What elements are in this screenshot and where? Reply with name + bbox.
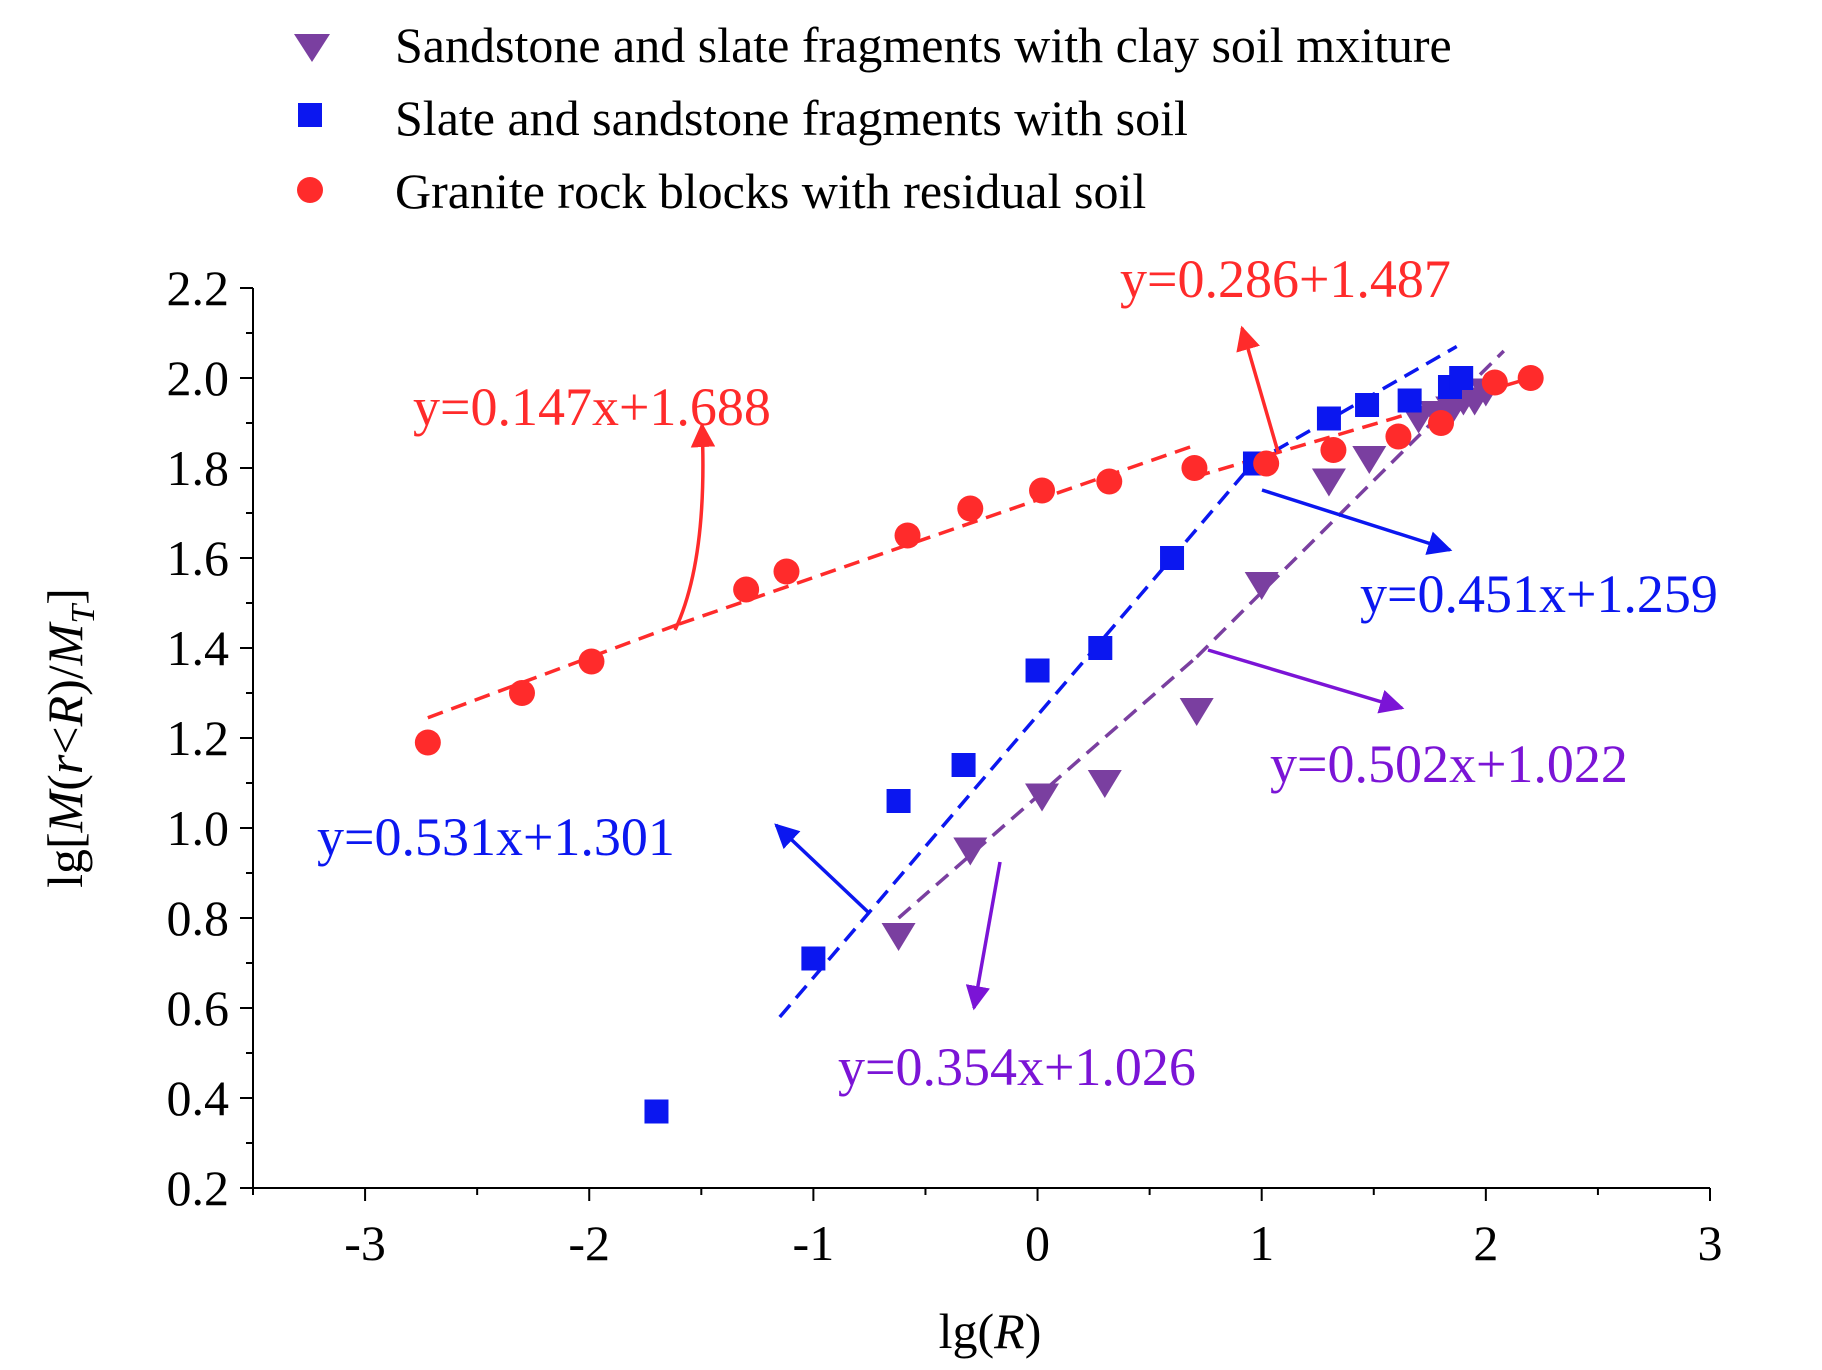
y-title-R: R [37,696,93,728]
data-point-circle [773,558,800,585]
data-point-circle [957,495,984,522]
y-title-M2: M [37,621,93,666]
x-tick-label: -3 [344,1215,386,1271]
y-title-end: ] [37,588,93,605]
data-point-circle [1517,365,1544,391]
data-point-circle [1096,468,1123,495]
data-point-square [951,753,976,777]
fit-line-red [427,622,680,720]
data-point-square [1355,393,1380,417]
arrow-blue-left [774,823,870,914]
data-point-square [1160,546,1185,570]
data-point-circle [1385,423,1412,450]
legend-label-granite: Granite rock blocks with residual soil [395,163,1146,219]
x-axis-title: lg(R) [939,1303,1042,1359]
legend-marker-triangle [294,34,330,62]
y-title-r: r [37,754,93,774]
y-axis-title: lg[M(r<R)/MT] [37,588,102,888]
y-tick-label: 2.2 [167,260,230,316]
fit-line-blue [1251,344,1458,466]
eq-label-red-upper: y=0.286+1.487 [1120,249,1451,309]
y-title-paren: ( [37,774,93,791]
y-title-prefix: lg[ [37,832,93,888]
data-point-triangle [1244,572,1279,600]
data-point-triangle [1352,446,1387,474]
arrow-purple-right [1207,648,1405,714]
legend-marker-square [298,103,322,127]
arrow-purple-down [965,861,1002,1011]
eq-label-purple-bottom: y=0.354x+1.026 [838,1037,1196,1097]
data-point-square [801,946,826,971]
x-tick-label: -1 [793,1215,835,1271]
x-ticks: -3 -2 -1 0 1 2 3 [252,1188,1723,1271]
legend: Sandstone and slate fragments with clay … [294,17,1452,219]
x-tick-label: 1 [1249,1215,1274,1271]
x-tick-label: 3 [1698,1215,1723,1271]
annotation-arrows [673,325,1453,1011]
data-point-triangle [953,837,988,866]
data-markers [414,365,1544,1124]
data-point-circle [733,576,760,603]
data-point-square [644,1099,669,1124]
y-tick-label: 1.2 [167,710,230,766]
data-point-triangle [1087,770,1122,798]
data-point-square [1316,406,1341,431]
y-title-lt: < [37,726,93,754]
data-point-square [1088,636,1113,660]
y-tick-label: 0.4 [167,1070,230,1126]
x-axis-title-suffix: ) [1025,1303,1042,1359]
eq-label-blue-right: y=0.451x+1.259 [1360,564,1718,624]
y-tick-label: 0.2 [167,1160,230,1216]
eq-label-red-left: y=0.147x+1.688 [413,377,771,437]
y-tick-label: 1.4 [167,620,230,676]
y-tick-label: 1.0 [167,800,230,856]
data-point-triangle [881,923,916,951]
y-tick-label: 1.6 [167,530,230,586]
x-tick-label: 2 [1473,1215,1498,1271]
y-title-slash: )/ [37,665,93,696]
x-tick-label: -2 [568,1215,610,1271]
y-tick-label: 2.0 [167,350,230,406]
arrow-red-left [673,422,716,631]
y-title-M1: M [37,788,93,833]
data-point-square [1449,366,1474,390]
data-point-circle [1428,410,1455,436]
legend-label-slate-sandstone: Slate and sandstone fragments with soil [395,90,1188,146]
y-tick-label: 0.8 [167,890,230,946]
eq-label-blue-left: y=0.531x+1.301 [317,807,675,867]
legend-label-sandstone-clay: Sandstone and slate fragments with clay … [395,17,1452,73]
y-title-sub: T [65,603,102,624]
x-axis-title-var: R [993,1303,1025,1359]
data-point-square [1025,658,1050,683]
data-point-triangle [1025,783,1060,812]
equation-labels: y=0.286+1.487 y=0.147x+1.688 y=0.451x+1.… [317,249,1718,1097]
data-point-circle [1481,369,1508,396]
data-point-circle [414,729,441,756]
y-tick-label: 0.6 [167,980,230,1036]
data-point-circle [508,680,535,706]
fit-line-purple [897,655,1198,920]
data-point-circle [1320,437,1347,463]
data-point-triangle [1311,468,1346,497]
x-tick-label: 0 [1025,1215,1050,1271]
eq-label-purple-right: y=0.502x+1.022 [1270,734,1628,794]
x-axis-title-prefix: lg( [939,1303,995,1359]
data-point-circle [1253,450,1280,477]
axes: -3 -2 -1 0 1 2 3 0.2 0.4 0.6 0.8 1.0 1.2 1.4 1.6 1.8 2.… [167,260,1723,1271]
data-point-triangle [1179,698,1214,726]
data-point-circle [894,522,921,549]
data-point-circle [578,648,605,675]
y-tick-label: 1.8 [167,440,230,496]
data-point-circle [1181,455,1208,481]
arrow-red-upper [1236,325,1280,453]
data-point-square [1397,388,1422,413]
data-point-circle [1029,477,1056,504]
legend-marker-circle [297,177,323,203]
arrow-blue-right [1261,488,1453,555]
y-ticks: 0.2 0.4 0.6 0.8 1.0 1.2 1.4 1.6 1.8 2.0 2.2 [167,260,253,1216]
data-point-square [886,789,911,813]
